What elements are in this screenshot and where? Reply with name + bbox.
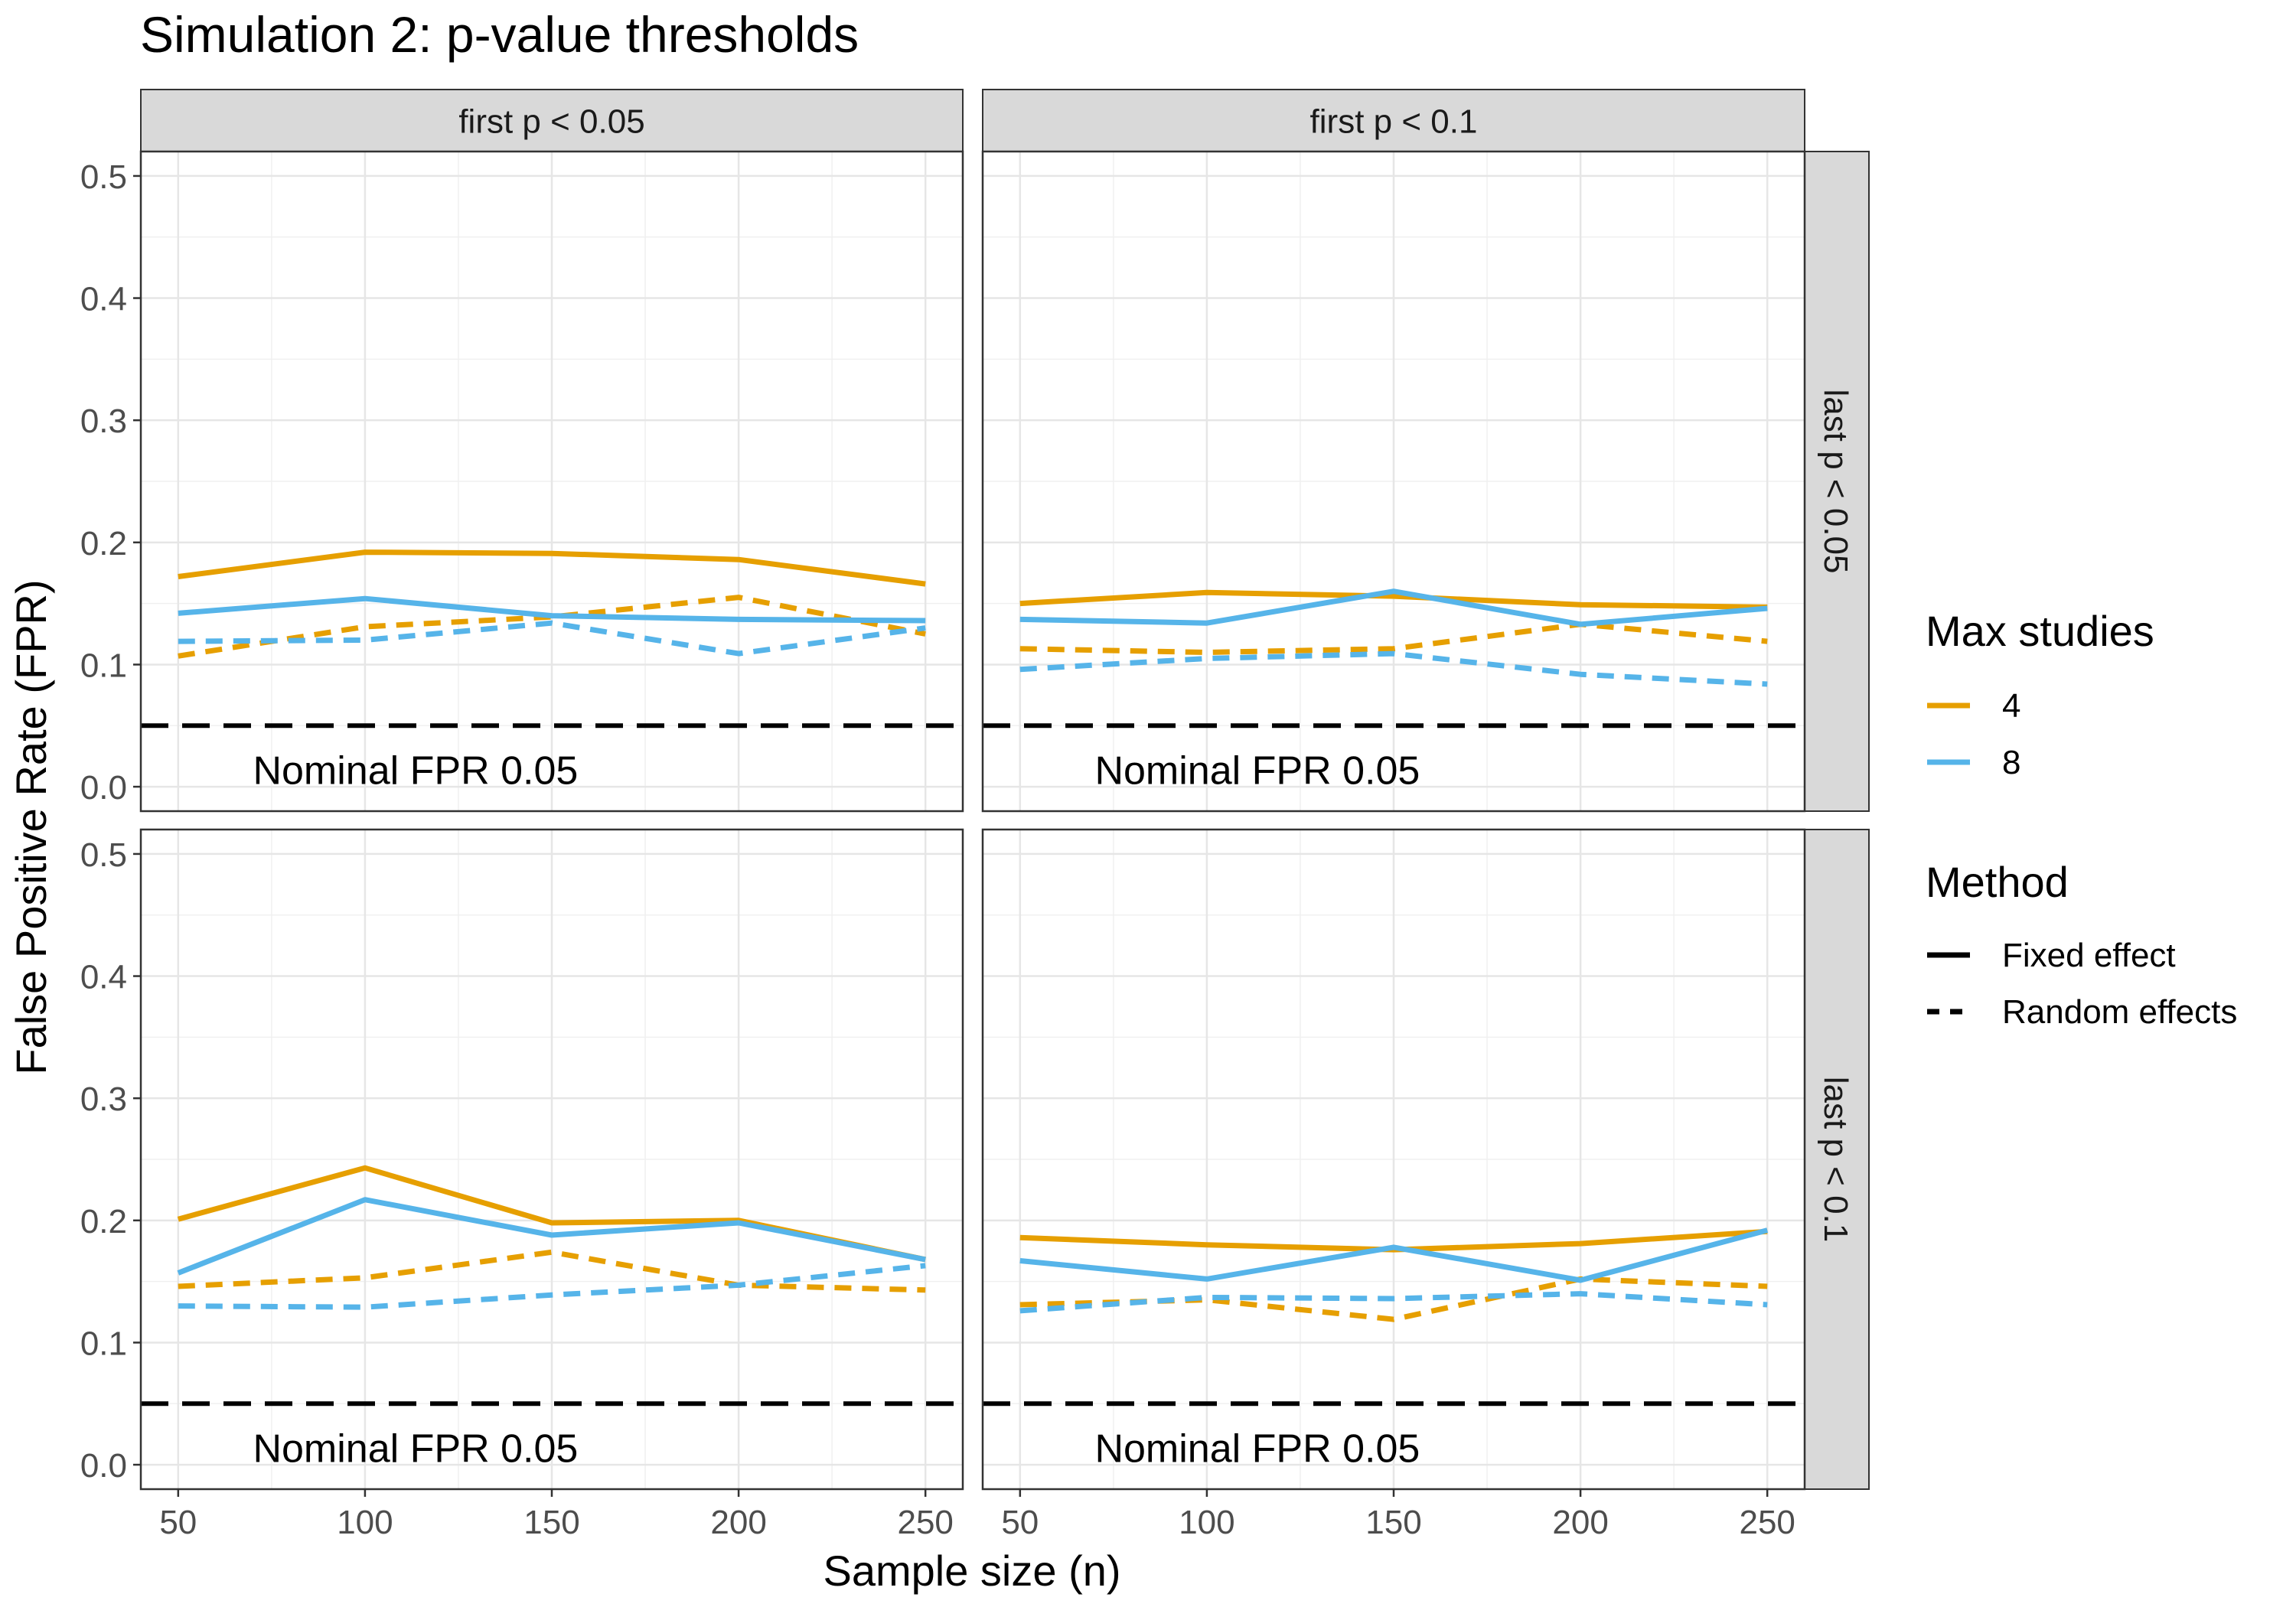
x-tick-label: 200 — [710, 1504, 766, 1541]
row-strip: last p < 0.05 — [1804, 151, 1870, 812]
series-line-4-fixed — [178, 549, 926, 587]
x-tick-label: 100 — [337, 1504, 393, 1541]
nominal-fpr-label: Nominal FPR 0.05 — [1094, 748, 1420, 793]
y-tick-label: 0.2 — [80, 525, 127, 562]
panel-grid — [983, 830, 1805, 1489]
legend-color-label: 8 — [2002, 744, 2020, 781]
chart-title: Simulation 2: p-value thresholds — [140, 6, 859, 63]
x-tick-label: 150 — [523, 1504, 579, 1541]
facet-panel: Nominal FPR 0.05 0.0 0.1 0.2 0.3 0.4 0.5 50 100 1… — [80, 828, 964, 1541]
series-line-8-fixed — [1019, 1227, 1769, 1283]
y-tick-label: 0.0 — [80, 769, 127, 807]
series-line-4-fixed — [1019, 589, 1768, 610]
x-axis-label: Sample size (n) — [823, 1547, 1120, 1595]
x-tick-label: 150 — [1365, 1504, 1421, 1541]
y-axis-label: False Positive Rate (FPR) — [7, 579, 55, 1074]
series-line-8-fixed — [178, 595, 926, 624]
row-strip-background — [1804, 829, 1870, 1490]
row-strip-background — [1804, 151, 1870, 812]
series-line-8-fixed — [177, 1197, 926, 1276]
series-line-8-random — [1019, 650, 1768, 687]
y-tick-label: 0.1 — [80, 647, 127, 684]
row-strip: last p < 0.1 — [1804, 829, 1870, 1490]
panel-border — [139, 150, 964, 813]
legend-linetype-label: Fixed effect — [2002, 937, 2176, 974]
y-tick-label: 0.1 — [80, 1325, 127, 1362]
series-line-4-random — [1019, 621, 1768, 655]
x-tick-label: 250 — [897, 1504, 953, 1541]
series-line-8-random — [178, 620, 926, 657]
y-tick-label: 0.5 — [80, 836, 127, 874]
y-tick-label: 0.0 — [80, 1447, 127, 1485]
row-strip-label: last p < 0.1 — [1817, 1077, 1854, 1242]
column-strip-background — [982, 89, 1805, 152]
facet-panel: Nominal FPR 0.05 0.0 0.1 0.2 0.3 0.4 0.5 — [80, 150, 964, 813]
x-tick-label: 100 — [1179, 1504, 1234, 1541]
series-line-4-random — [178, 595, 926, 659]
series-line-4-random — [178, 1249, 926, 1293]
y-tick-label: 0.3 — [80, 1081, 127, 1118]
legend-linetype-label: Random effects — [2002, 993, 2237, 1031]
column-strip: first p < 0.1 — [982, 89, 1805, 152]
legend: Max studies 4 8 Method Fixed effect Random ef… — [1926, 607, 2237, 1031]
series-line-8-random — [178, 1263, 926, 1310]
x-tick-label: 200 — [1552, 1504, 1608, 1541]
y-tick-label: 0.5 — [80, 158, 127, 196]
column-strip-label: first p < 0.05 — [458, 103, 644, 141]
y-tick-label: 0.3 — [80, 403, 127, 440]
y-tick-label: 0.2 — [80, 1203, 127, 1240]
panel-border — [981, 150, 1806, 813]
row-strip-label: last p < 0.05 — [1817, 390, 1854, 574]
legend-linetype-title: Method — [1926, 858, 2069, 906]
column-strip-background — [140, 89, 964, 152]
legend-color-title: Max studies — [1926, 607, 2154, 655]
series-line-8-random — [1019, 1291, 1768, 1314]
panels-layer: first p < 0.05 first p < 0.1 last p < 0.05… — [80, 89, 1870, 1541]
y-tick-label: 0.4 — [80, 281, 127, 318]
facet-panel: Nominal FPR 0.05 50 100 150 200 250 — [981, 828, 1806, 1541]
nominal-fpr-label: Nominal FPR 0.05 — [253, 1426, 578, 1471]
x-tick-label: 250 — [1739, 1504, 1795, 1541]
series-line-8-fixed — [1019, 588, 1768, 627]
column-strip: first p < 0.05 — [140, 89, 964, 152]
legend-color-label: 4 — [2002, 687, 2020, 725]
x-tick-label: 50 — [1001, 1504, 1039, 1541]
y-tick-label: 0.4 — [80, 959, 127, 996]
x-tick-label: 50 — [159, 1504, 197, 1541]
column-strip-label: first p < 0.1 — [1310, 103, 1478, 141]
facet-panel: Nominal FPR 0.05 — [981, 150, 1806, 813]
nominal-fpr-label: Nominal FPR 0.05 — [1094, 1426, 1420, 1471]
nominal-fpr-label: Nominal FPR 0.05 — [253, 748, 578, 793]
